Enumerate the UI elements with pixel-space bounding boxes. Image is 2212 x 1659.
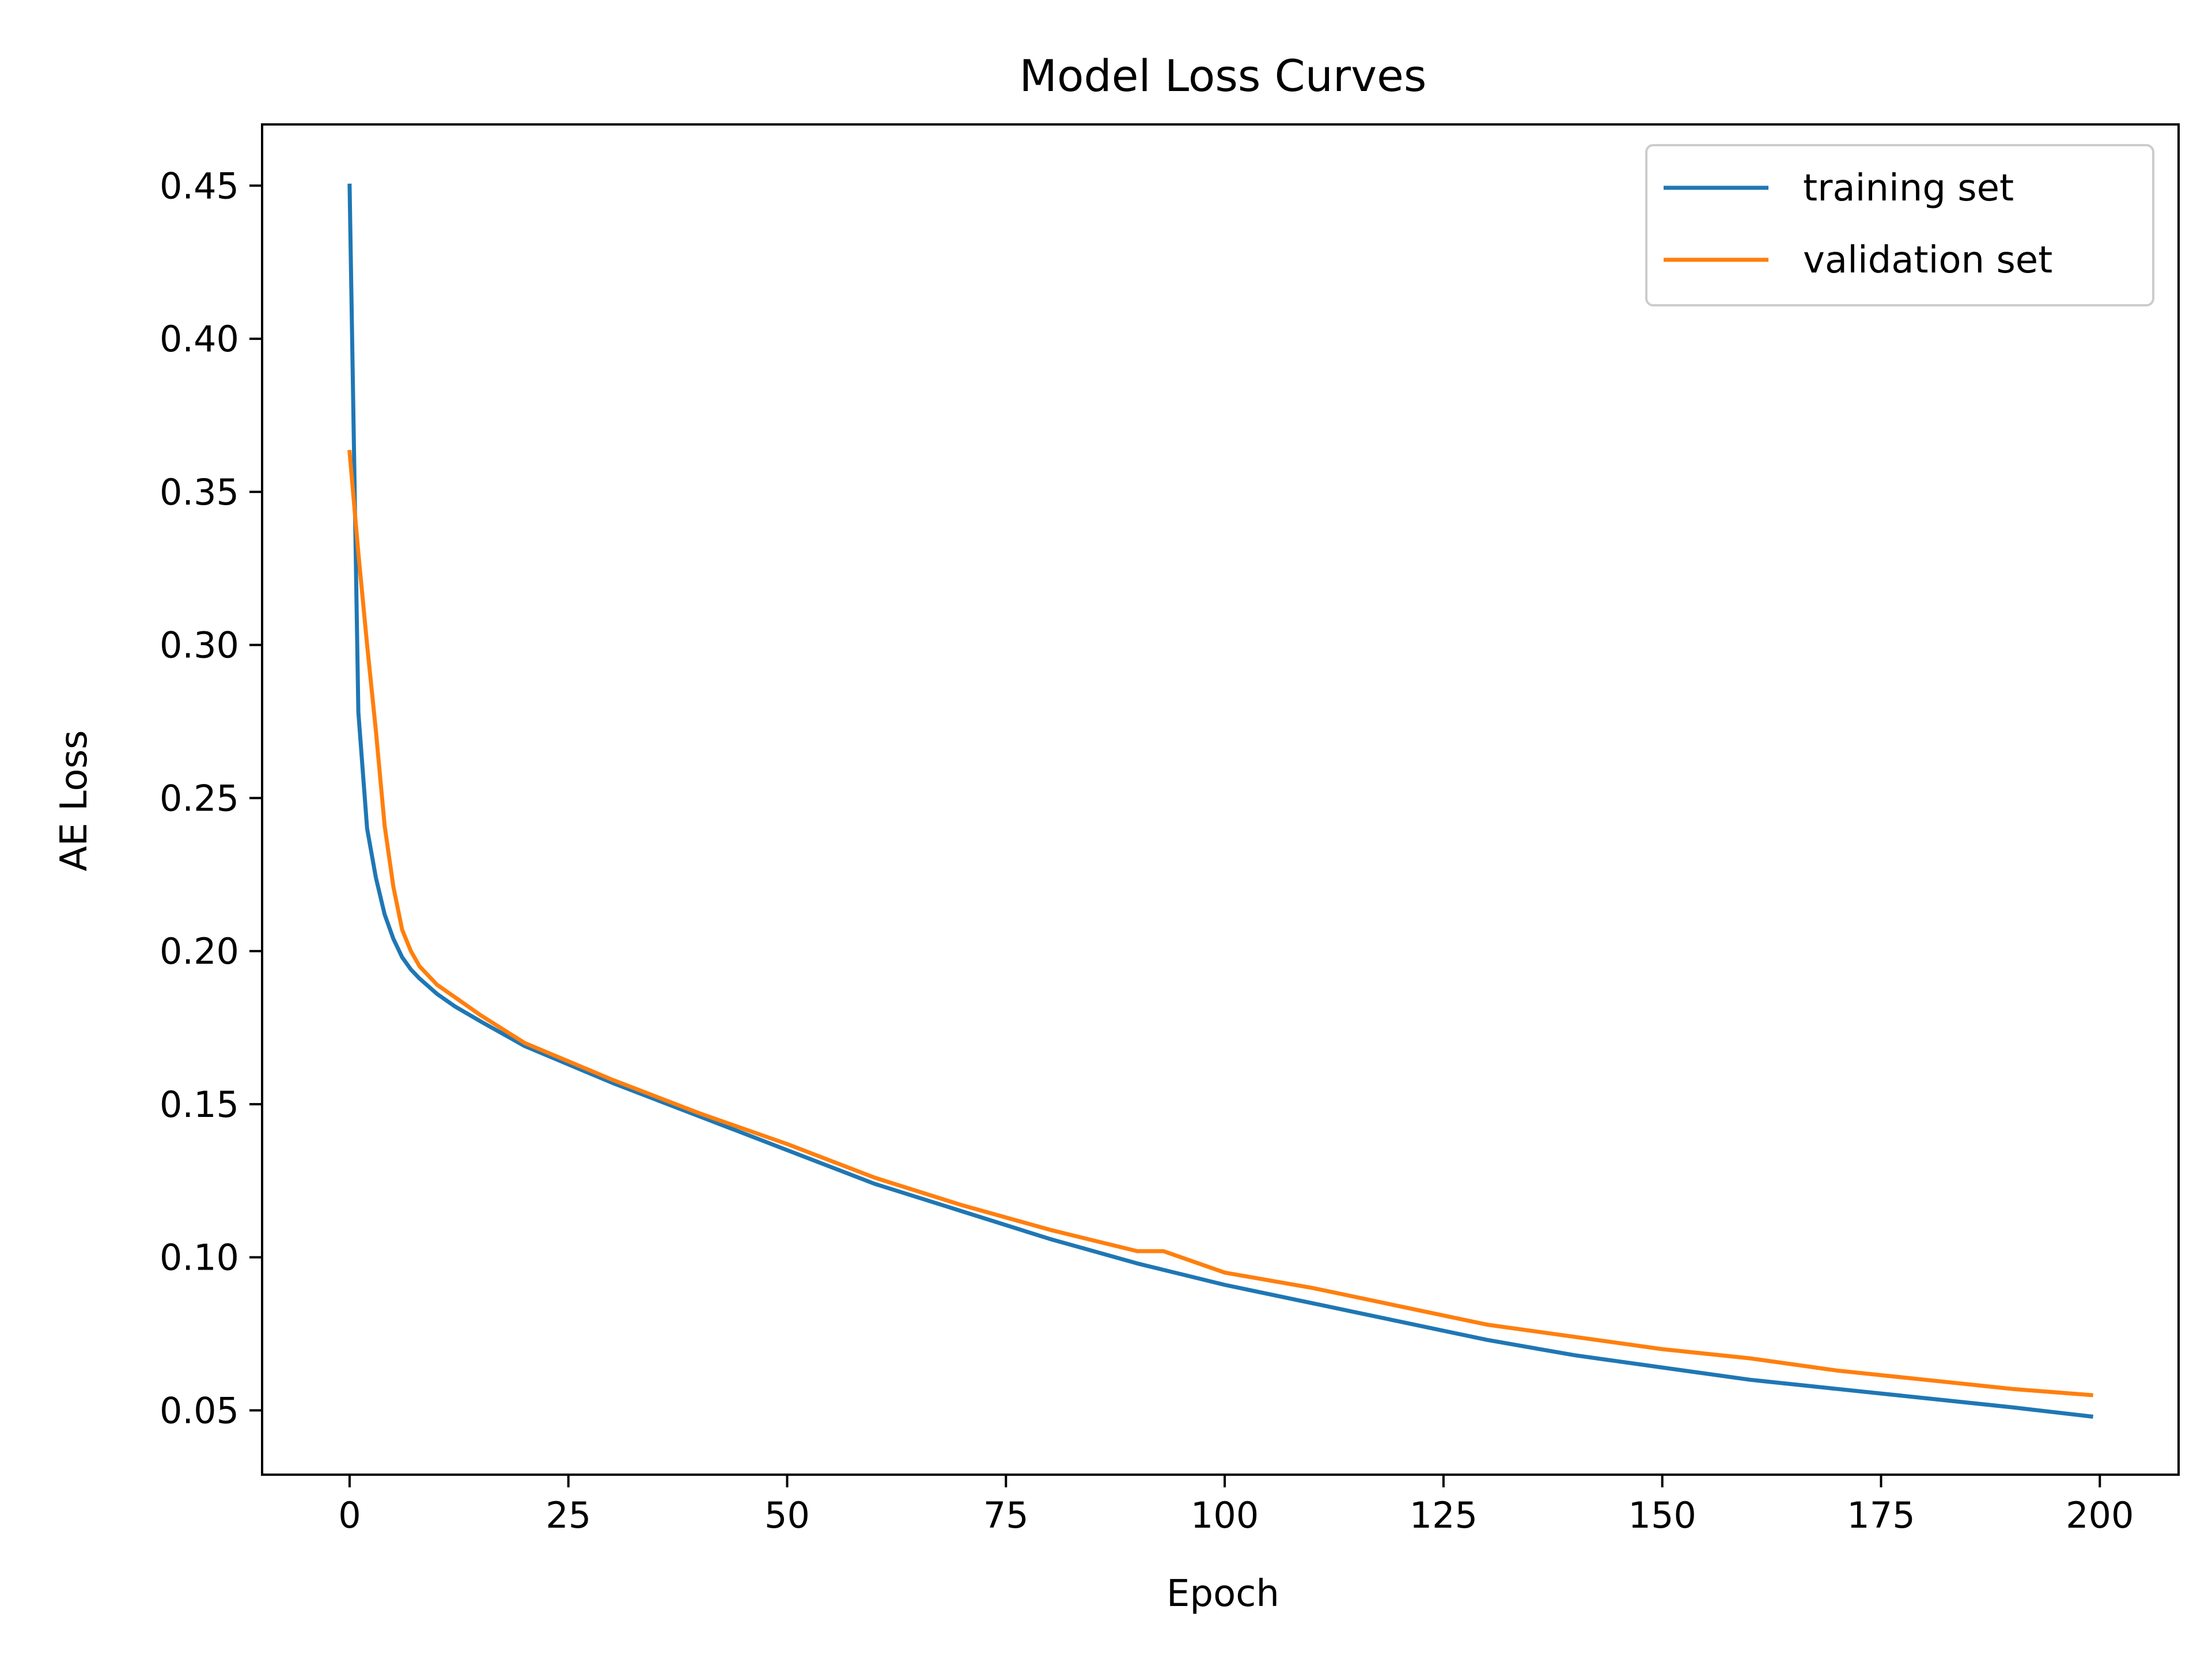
y-tick-label: 0.25 — [160, 777, 239, 819]
x-tick-label: 50 — [764, 1494, 810, 1536]
series-line-training — [347, 183, 2093, 1419]
x-tick-label: 75 — [983, 1494, 1029, 1536]
x-tick-label: 25 — [546, 1494, 591, 1536]
legend: training set validation set — [1645, 144, 2154, 306]
chart-title: Model Loss Curves — [1019, 50, 1426, 101]
y-tick-label: 0.30 — [160, 624, 239, 666]
plot-frame — [261, 123, 2180, 1476]
x-tick-label: 100 — [1191, 1494, 1259, 1536]
x-axis-label: Epoch — [1166, 1573, 1279, 1615]
legend-entry: validation set — [1803, 239, 2052, 282]
x-tick-label: 200 — [2066, 1494, 2134, 1536]
y-axis-label: AE Loss — [53, 730, 96, 872]
legend-box — [1645, 144, 2154, 306]
x-tick-label: 0 — [338, 1494, 361, 1536]
y-tick-label: 0.10 — [160, 1237, 239, 1279]
y-tick-label: 0.20 — [160, 930, 239, 972]
y-tick-label: 0.35 — [160, 471, 239, 513]
x-tick-label: 175 — [1847, 1494, 1915, 1536]
legend-entry: training set — [1803, 167, 2014, 210]
y-tick-label: 0.40 — [160, 318, 239, 360]
x-tick-label: 125 — [1410, 1494, 1478, 1536]
y-tick-label: 0.05 — [160, 1389, 239, 1431]
y-tick-label: 0.45 — [160, 165, 239, 207]
series-line-validation — [347, 449, 2093, 1397]
y-tick-label: 0.15 — [160, 1084, 239, 1126]
x-tick-label: 150 — [1628, 1494, 1696, 1536]
plot-area: 0 25 50 75 100 125 150 175 200 0.05 0.10 0.15 0.20 0.… — [160, 123, 2180, 1536]
